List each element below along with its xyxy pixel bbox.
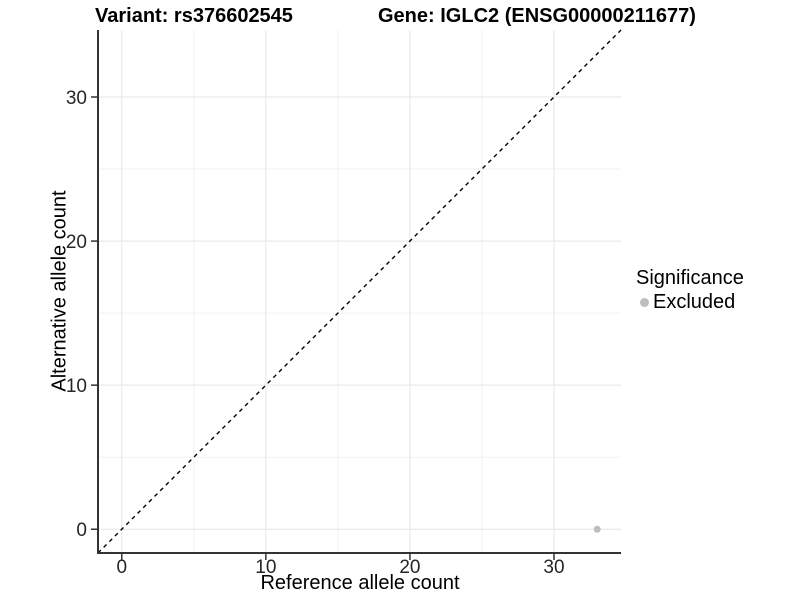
legend-item-excluded: Excluded <box>636 291 744 313</box>
x-axis-title: Reference allele count <box>260 572 460 594</box>
y-tick-label: 10 <box>66 376 87 397</box>
x-tick-label: 10 <box>255 557 276 578</box>
plot-title-gene: Gene: IGLC2 (ENSG00000211677) <box>378 5 696 27</box>
legend-key <box>636 294 653 311</box>
plot-title-variant: Variant: rs376602545 <box>95 5 293 27</box>
legend-point-icon <box>640 297 649 307</box>
y-tick-label: 0 <box>76 520 87 541</box>
y-tick-label: 20 <box>66 232 87 253</box>
identity-dashed-line <box>97 29 622 554</box>
x-tick-label: 30 <box>543 557 564 578</box>
y-axis-title: Alternative allele count <box>48 190 71 392</box>
x-tick-label: 0 <box>116 557 127 578</box>
y-tick-label: 30 <box>66 88 87 109</box>
legend-title: Significance <box>636 267 744 289</box>
data-point <box>593 525 601 533</box>
legend-item-label: Excluded <box>653 291 736 313</box>
legend: Significance Excluded <box>636 266 744 313</box>
x-tick-label: 20 <box>399 557 420 578</box>
